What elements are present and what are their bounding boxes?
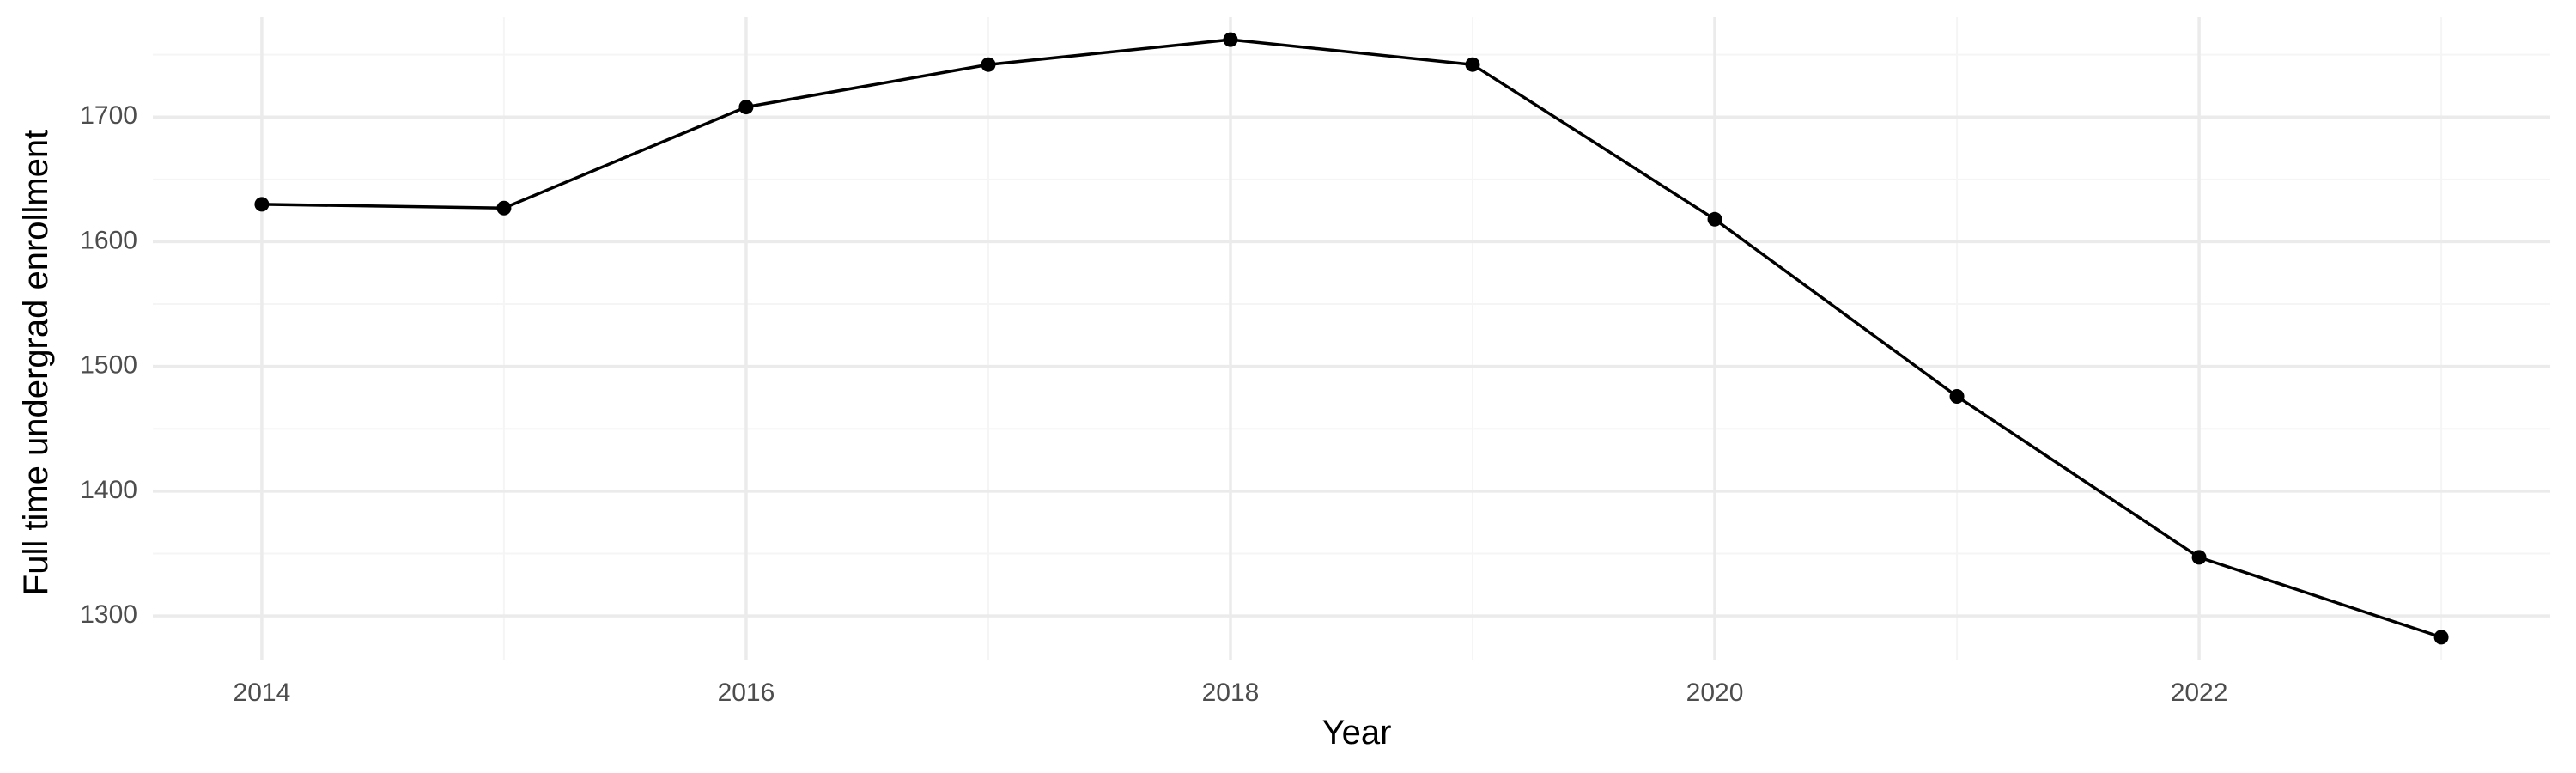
data-point bbox=[981, 57, 996, 72]
y-axis-tick-labels: 1300 1400 1500 1600 1700 bbox=[80, 101, 137, 629]
x-axis-tick-labels: 2014 2016 2018 2020 2022 bbox=[234, 679, 2228, 707]
series-line bbox=[260, 38, 2443, 639]
series-layer bbox=[254, 32, 2449, 645]
x-tick-label: 2014 bbox=[234, 679, 291, 707]
data-point bbox=[254, 197, 270, 212]
major-gridlines bbox=[153, 17, 2550, 660]
x-tick-label: 2022 bbox=[2171, 679, 2228, 707]
minor-gridlines bbox=[153, 17, 2550, 660]
data-point bbox=[1949, 389, 1965, 405]
data-point bbox=[738, 100, 754, 115]
data-point bbox=[1465, 57, 1480, 72]
y-tick-label: 1600 bbox=[80, 226, 137, 254]
x-axis-title: Year bbox=[1322, 714, 1392, 752]
y-tick-label: 1500 bbox=[80, 351, 137, 380]
x-tick-label: 2016 bbox=[718, 679, 775, 707]
data-point bbox=[1707, 211, 1722, 227]
y-tick-label: 1400 bbox=[80, 476, 137, 504]
data-point bbox=[2433, 630, 2449, 645]
y-axis-title: Full time undergrad enrollment bbox=[17, 130, 55, 595]
y-tick-label: 1300 bbox=[80, 600, 137, 629]
data-point bbox=[1223, 32, 1238, 47]
x-tick-label: 2020 bbox=[1686, 679, 1744, 707]
data-point bbox=[496, 200, 512, 216]
y-tick-label: 1700 bbox=[80, 101, 137, 130]
x-tick-label: 2018 bbox=[1202, 679, 1260, 707]
data-point bbox=[2191, 550, 2207, 565]
